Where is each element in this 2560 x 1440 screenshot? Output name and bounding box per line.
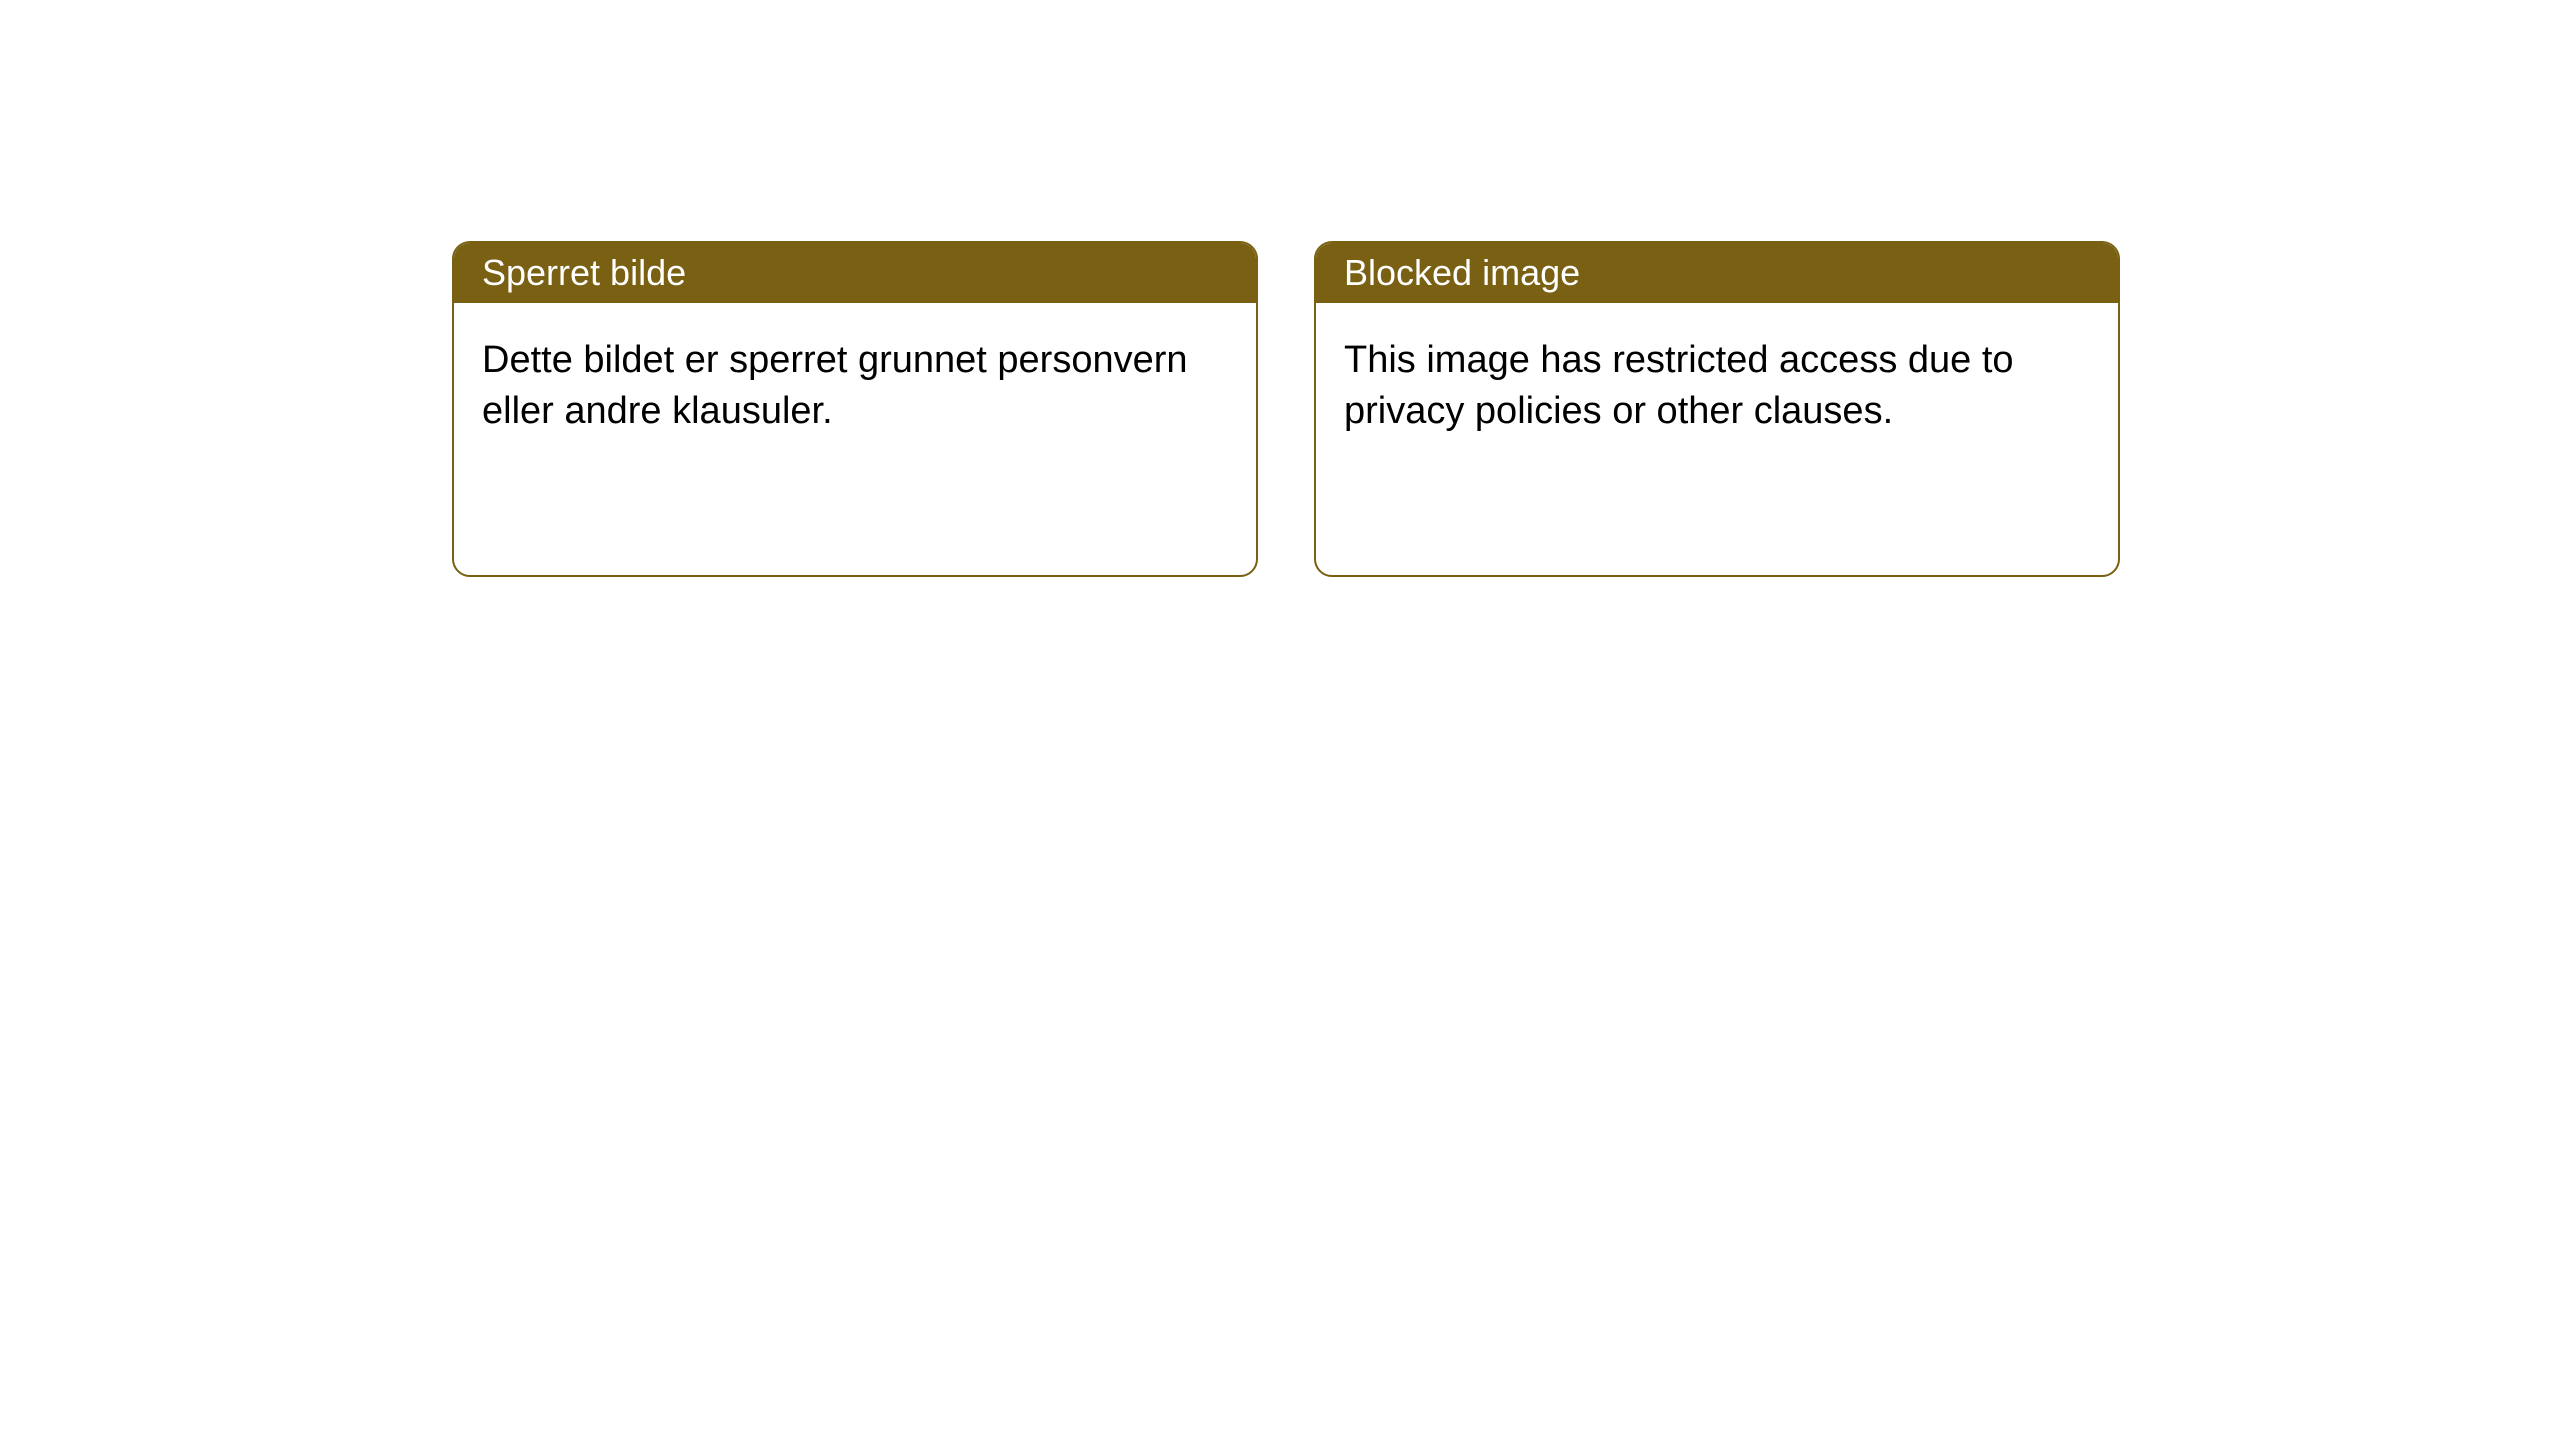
card-body-text: Dette bildet er sperret grunnet personve… [482,339,1188,432]
card-norwegian: Sperret bilde Dette bildet er sperret gr… [452,241,1258,577]
card-title: Sperret bilde [482,252,686,294]
card-header-english: Blocked image [1316,243,2118,303]
card-body-english: This image has restricted access due to … [1316,303,2118,470]
card-english: Blocked image This image has restricted … [1314,241,2120,577]
card-body-norwegian: Dette bildet er sperret grunnet personve… [454,303,1256,470]
cards-container: Sperret bilde Dette bildet er sperret gr… [452,241,2120,577]
card-title: Blocked image [1344,252,1580,294]
card-header-norwegian: Sperret bilde [454,243,1256,303]
card-body-text: This image has restricted access due to … [1344,339,2014,432]
